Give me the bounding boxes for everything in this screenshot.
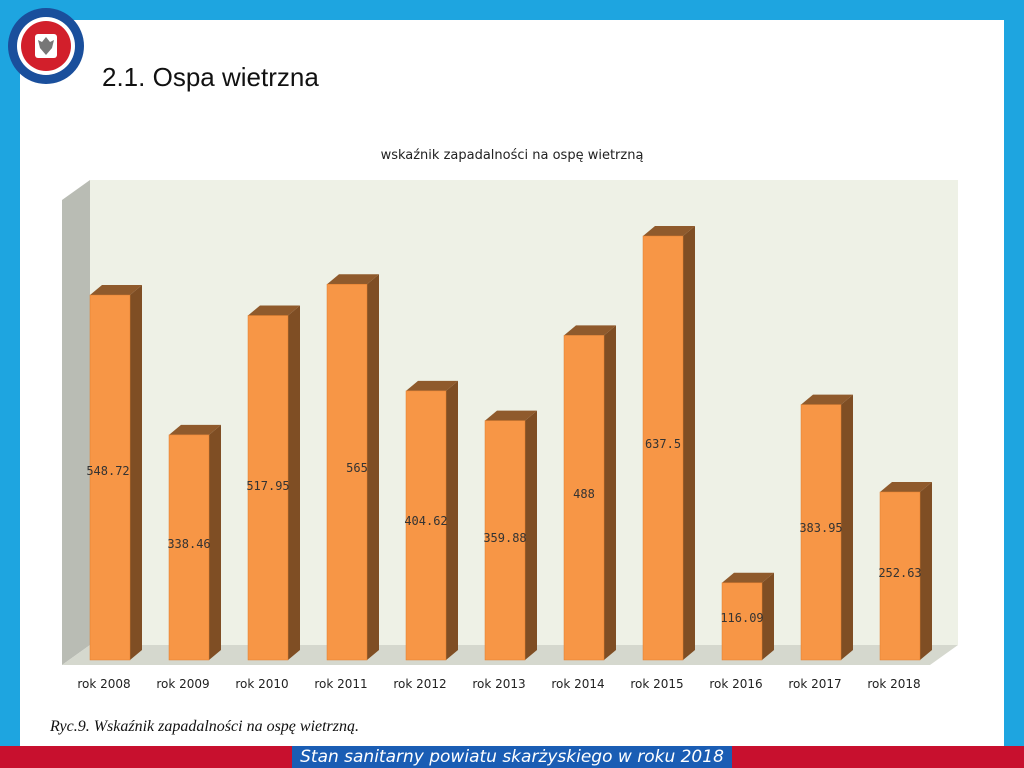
bar-side — [446, 380, 458, 660]
bar-rok-2015 — [642, 226, 695, 661]
data-label: 383.95 — [799, 521, 842, 535]
data-label: 404.62 — [404, 514, 447, 528]
bar-top — [90, 285, 142, 296]
bar-rok-2010 — [247, 305, 300, 661]
data-label: 338.46 — [167, 537, 210, 551]
bar-top — [880, 481, 932, 492]
bar-rok-2018 — [879, 481, 932, 661]
bar-top — [643, 226, 695, 236]
x-tick-label: rok 2010 — [235, 677, 288, 691]
x-tick-label: rok 2012 — [393, 677, 446, 691]
sanitary-inspection-logo — [8, 8, 84, 84]
bar-rok-2017 — [800, 394, 853, 661]
x-tick-label: rok 2017 — [788, 677, 841, 691]
bar-rok-2016 — [721, 572, 774, 661]
bar-front — [168, 434, 210, 661]
bar-front — [484, 420, 526, 661]
bar-front — [89, 294, 131, 661]
bar-rok-2011 — [326, 274, 379, 661]
bar-side — [683, 226, 695, 660]
data-label: 548.72 — [86, 464, 129, 478]
x-tick-label: rok 2013 — [472, 677, 525, 691]
bar-front — [247, 315, 289, 661]
bar-side — [367, 274, 379, 660]
bar-rok-2009 — [168, 424, 221, 661]
bar-side — [209, 424, 221, 660]
data-label: 517.95 — [246, 479, 289, 493]
bar-top — [801, 394, 853, 405]
x-tick-label: rok 2015 — [630, 677, 683, 691]
slide-title: 2.1. Ospa wietrzna — [102, 62, 319, 92]
bar-front — [642, 235, 684, 661]
bar-side — [841, 394, 853, 660]
footer-bar: Stan sanitarny powiatu skarżyskiego w ro… — [0, 746, 1024, 768]
bar-front — [326, 283, 368, 661]
bar-rok-2008 — [89, 285, 142, 661]
data-label: 565 — [346, 461, 368, 475]
data-label: 252.63 — [878, 566, 921, 580]
bar-top — [169, 424, 221, 435]
bar-top — [485, 410, 537, 421]
data-label: 359.88 — [483, 531, 526, 545]
bar-front — [721, 582, 763, 661]
bar-side — [762, 572, 774, 660]
figure-caption: Ryc.9. Wskaźnik zapadalności na ospę wie… — [50, 718, 360, 735]
bar-top — [406, 380, 458, 391]
bar-rok-2014 — [563, 325, 616, 661]
bar-top — [722, 572, 774, 583]
x-tick-label: rok 2009 — [156, 677, 209, 691]
x-tick-label: rok 2014 — [551, 677, 604, 691]
bar-side — [525, 410, 537, 660]
bar-front — [563, 335, 605, 661]
bar-top — [564, 325, 616, 336]
bar-chart: 548.72 338.46 517.95 565 404.62 359.88 488 637.… — [62, 180, 958, 691]
bar-front — [879, 491, 921, 661]
x-tick-label: rok 2008 — [77, 677, 130, 691]
data-label: 637.5 — [645, 437, 681, 451]
bar-front — [405, 390, 447, 661]
bar-rok-2013 — [484, 410, 537, 661]
bar-side — [920, 481, 932, 660]
x-tick-label: rok 2011 — [314, 677, 367, 691]
bar-side — [288, 305, 300, 660]
bar-side — [604, 325, 616, 660]
bar-side — [130, 285, 142, 660]
data-label: 116.09 — [720, 611, 763, 625]
bar-front — [800, 404, 842, 661]
x-tick-label: rok 2018 — [867, 677, 920, 691]
chart-title: wskaźnik zapadalności na ospę wietrzną — [380, 148, 644, 163]
x-tick-label: rok 2016 — [709, 677, 762, 691]
data-label: 488 — [573, 487, 595, 501]
chart-side-wall — [62, 180, 90, 665]
footer-text: Stan sanitarny powiatu skarżyskiego w ro… — [292, 746, 732, 768]
bar-top — [248, 305, 300, 316]
bar-top — [327, 274, 379, 285]
bar-rok-2012 — [405, 380, 458, 661]
